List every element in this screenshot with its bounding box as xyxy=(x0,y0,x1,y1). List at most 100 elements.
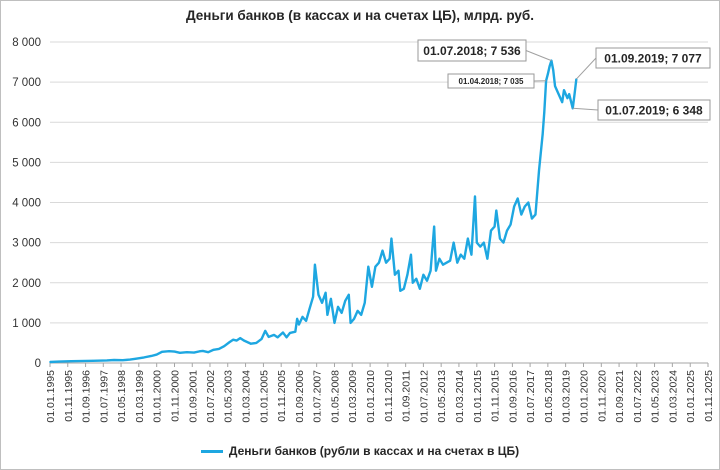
data-point xyxy=(568,93,571,96)
annotation-label: 01.07.2019; 6 348 xyxy=(605,103,703,117)
x-tick-label: 01.11.2015 xyxy=(490,370,502,422)
data-point xyxy=(435,269,437,272)
data-point xyxy=(273,334,275,336)
x-tick-label: 01.03.2014 xyxy=(454,370,466,423)
data-point xyxy=(393,273,396,276)
annotation-leader xyxy=(525,50,552,62)
data-point xyxy=(445,261,448,264)
data-point xyxy=(232,338,235,341)
annotation-box xyxy=(447,73,535,89)
data-point xyxy=(333,321,336,324)
data-point xyxy=(129,358,131,361)
data-point xyxy=(267,336,270,338)
data-point xyxy=(399,289,402,292)
y-tick-label: 1 000 xyxy=(12,318,41,330)
data-point xyxy=(456,261,459,264)
data-point xyxy=(422,273,425,276)
y-tick-label: 3 000 xyxy=(12,238,41,250)
data-point xyxy=(523,205,526,208)
data-point xyxy=(410,253,412,256)
x-tick-label: 01.11.1995 xyxy=(63,370,75,422)
data-point xyxy=(326,313,329,316)
data-point xyxy=(563,89,565,92)
data-point xyxy=(459,253,462,256)
x-tick-label: 01.09.2006 xyxy=(294,370,306,423)
data-point xyxy=(486,257,489,260)
data-point xyxy=(121,359,124,362)
data-point xyxy=(228,341,231,344)
x-tick-label: 01.11.2020 xyxy=(596,370,608,422)
x-tick-label: 01.01.2010 xyxy=(365,370,377,423)
annotation-box xyxy=(597,99,711,121)
data-point xyxy=(433,225,436,228)
data-point xyxy=(388,257,391,260)
data-point xyxy=(561,101,564,104)
data-point xyxy=(390,237,393,240)
data-point xyxy=(374,265,377,268)
y-tick-label: 4 000 xyxy=(12,198,41,210)
y-tick-label: 5 000 xyxy=(12,157,41,169)
data-point xyxy=(495,209,498,212)
data-point xyxy=(418,287,421,290)
data-point xyxy=(317,293,320,296)
data-point xyxy=(239,337,242,340)
annotations: 01.07.2018; 7 536 01.04.2018; 7 035 01.09.… xyxy=(417,39,711,121)
x-tick-label: 01.03.2004 xyxy=(241,370,253,423)
x-tick-label: 01.07.2022 xyxy=(632,370,644,423)
data-point xyxy=(301,315,304,318)
data-point xyxy=(506,229,508,232)
data-point xyxy=(363,301,366,304)
data-point xyxy=(264,330,267,332)
data-point xyxy=(552,69,555,71)
data-point xyxy=(385,261,387,264)
x-tick-label: 01.09.2001 xyxy=(187,370,199,423)
data-point xyxy=(344,299,347,302)
data-point xyxy=(235,339,238,342)
data-point xyxy=(397,269,400,272)
data-point xyxy=(429,269,432,272)
data-point xyxy=(70,360,73,363)
annotation-label: 01.04.2018; 7 035 xyxy=(459,77,524,86)
data-point xyxy=(463,257,466,260)
x-tick-label: 01.05.1998 xyxy=(116,370,128,423)
data-point xyxy=(513,205,516,208)
data-point xyxy=(482,241,485,244)
data-point xyxy=(411,281,414,284)
series-line xyxy=(49,59,578,364)
x-tick-label: 01.01.2015 xyxy=(472,370,484,423)
x-tick-label: 01.11.2000 xyxy=(170,370,182,422)
data-point xyxy=(305,319,307,322)
data-point xyxy=(185,351,188,354)
x-tick-label: 01.03.2009 xyxy=(347,370,359,423)
y-tick-label: 0 xyxy=(35,358,41,370)
data-point xyxy=(502,241,505,244)
x-tick-label: 01.01.2005 xyxy=(258,370,270,423)
data-point xyxy=(493,225,496,228)
series-layer xyxy=(49,59,578,364)
data-point xyxy=(255,342,258,344)
data-point xyxy=(150,355,153,357)
annotation-label: 01.07.2018; 7 536 xyxy=(423,44,521,58)
data-point xyxy=(285,336,288,339)
data-point xyxy=(198,350,201,353)
x-tick-label: 01.03.2019 xyxy=(561,370,573,423)
x-tick-label: 01.11.2025 xyxy=(703,370,715,422)
data-point xyxy=(406,273,409,276)
x-tick-label: 01.05.2023 xyxy=(650,370,662,423)
y-tick-label: 7 000 xyxy=(12,77,41,89)
x-tick-label: 01.09.1996 xyxy=(81,370,93,423)
x-tick-label: 01.07.2007 xyxy=(312,370,324,423)
data-point xyxy=(49,361,51,363)
x-tick-label: 01.11.2010 xyxy=(383,370,395,422)
data-point xyxy=(212,348,215,351)
y-axis-ticks: 0 1 000 2 000 3 000 4 000 5 000 6 000 7 000 8 00… xyxy=(12,37,41,370)
annotation-box xyxy=(595,47,711,69)
data-point xyxy=(415,277,418,280)
data-point xyxy=(527,201,530,204)
data-point xyxy=(312,295,314,298)
x-tick-label: 01.01.2000 xyxy=(152,370,164,423)
x-axis-ticks: 01.01.1995 01.11.1995 01.09.1996 01.07.1997… xyxy=(45,363,715,423)
data-point xyxy=(178,351,181,354)
data-point xyxy=(324,291,327,294)
